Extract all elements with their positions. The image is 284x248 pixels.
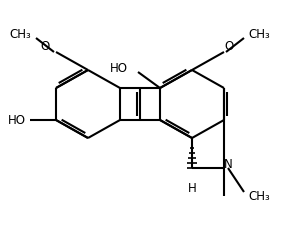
Text: CH₃: CH₃	[9, 28, 31, 40]
Text: HO: HO	[8, 114, 26, 126]
Text: O: O	[41, 40, 50, 54]
Text: N: N	[224, 157, 233, 171]
Text: CH₃: CH₃	[248, 28, 270, 40]
Text: O: O	[224, 40, 233, 54]
Text: HO: HO	[110, 62, 128, 74]
Text: H: H	[188, 182, 196, 195]
Text: CH₃: CH₃	[248, 189, 270, 203]
